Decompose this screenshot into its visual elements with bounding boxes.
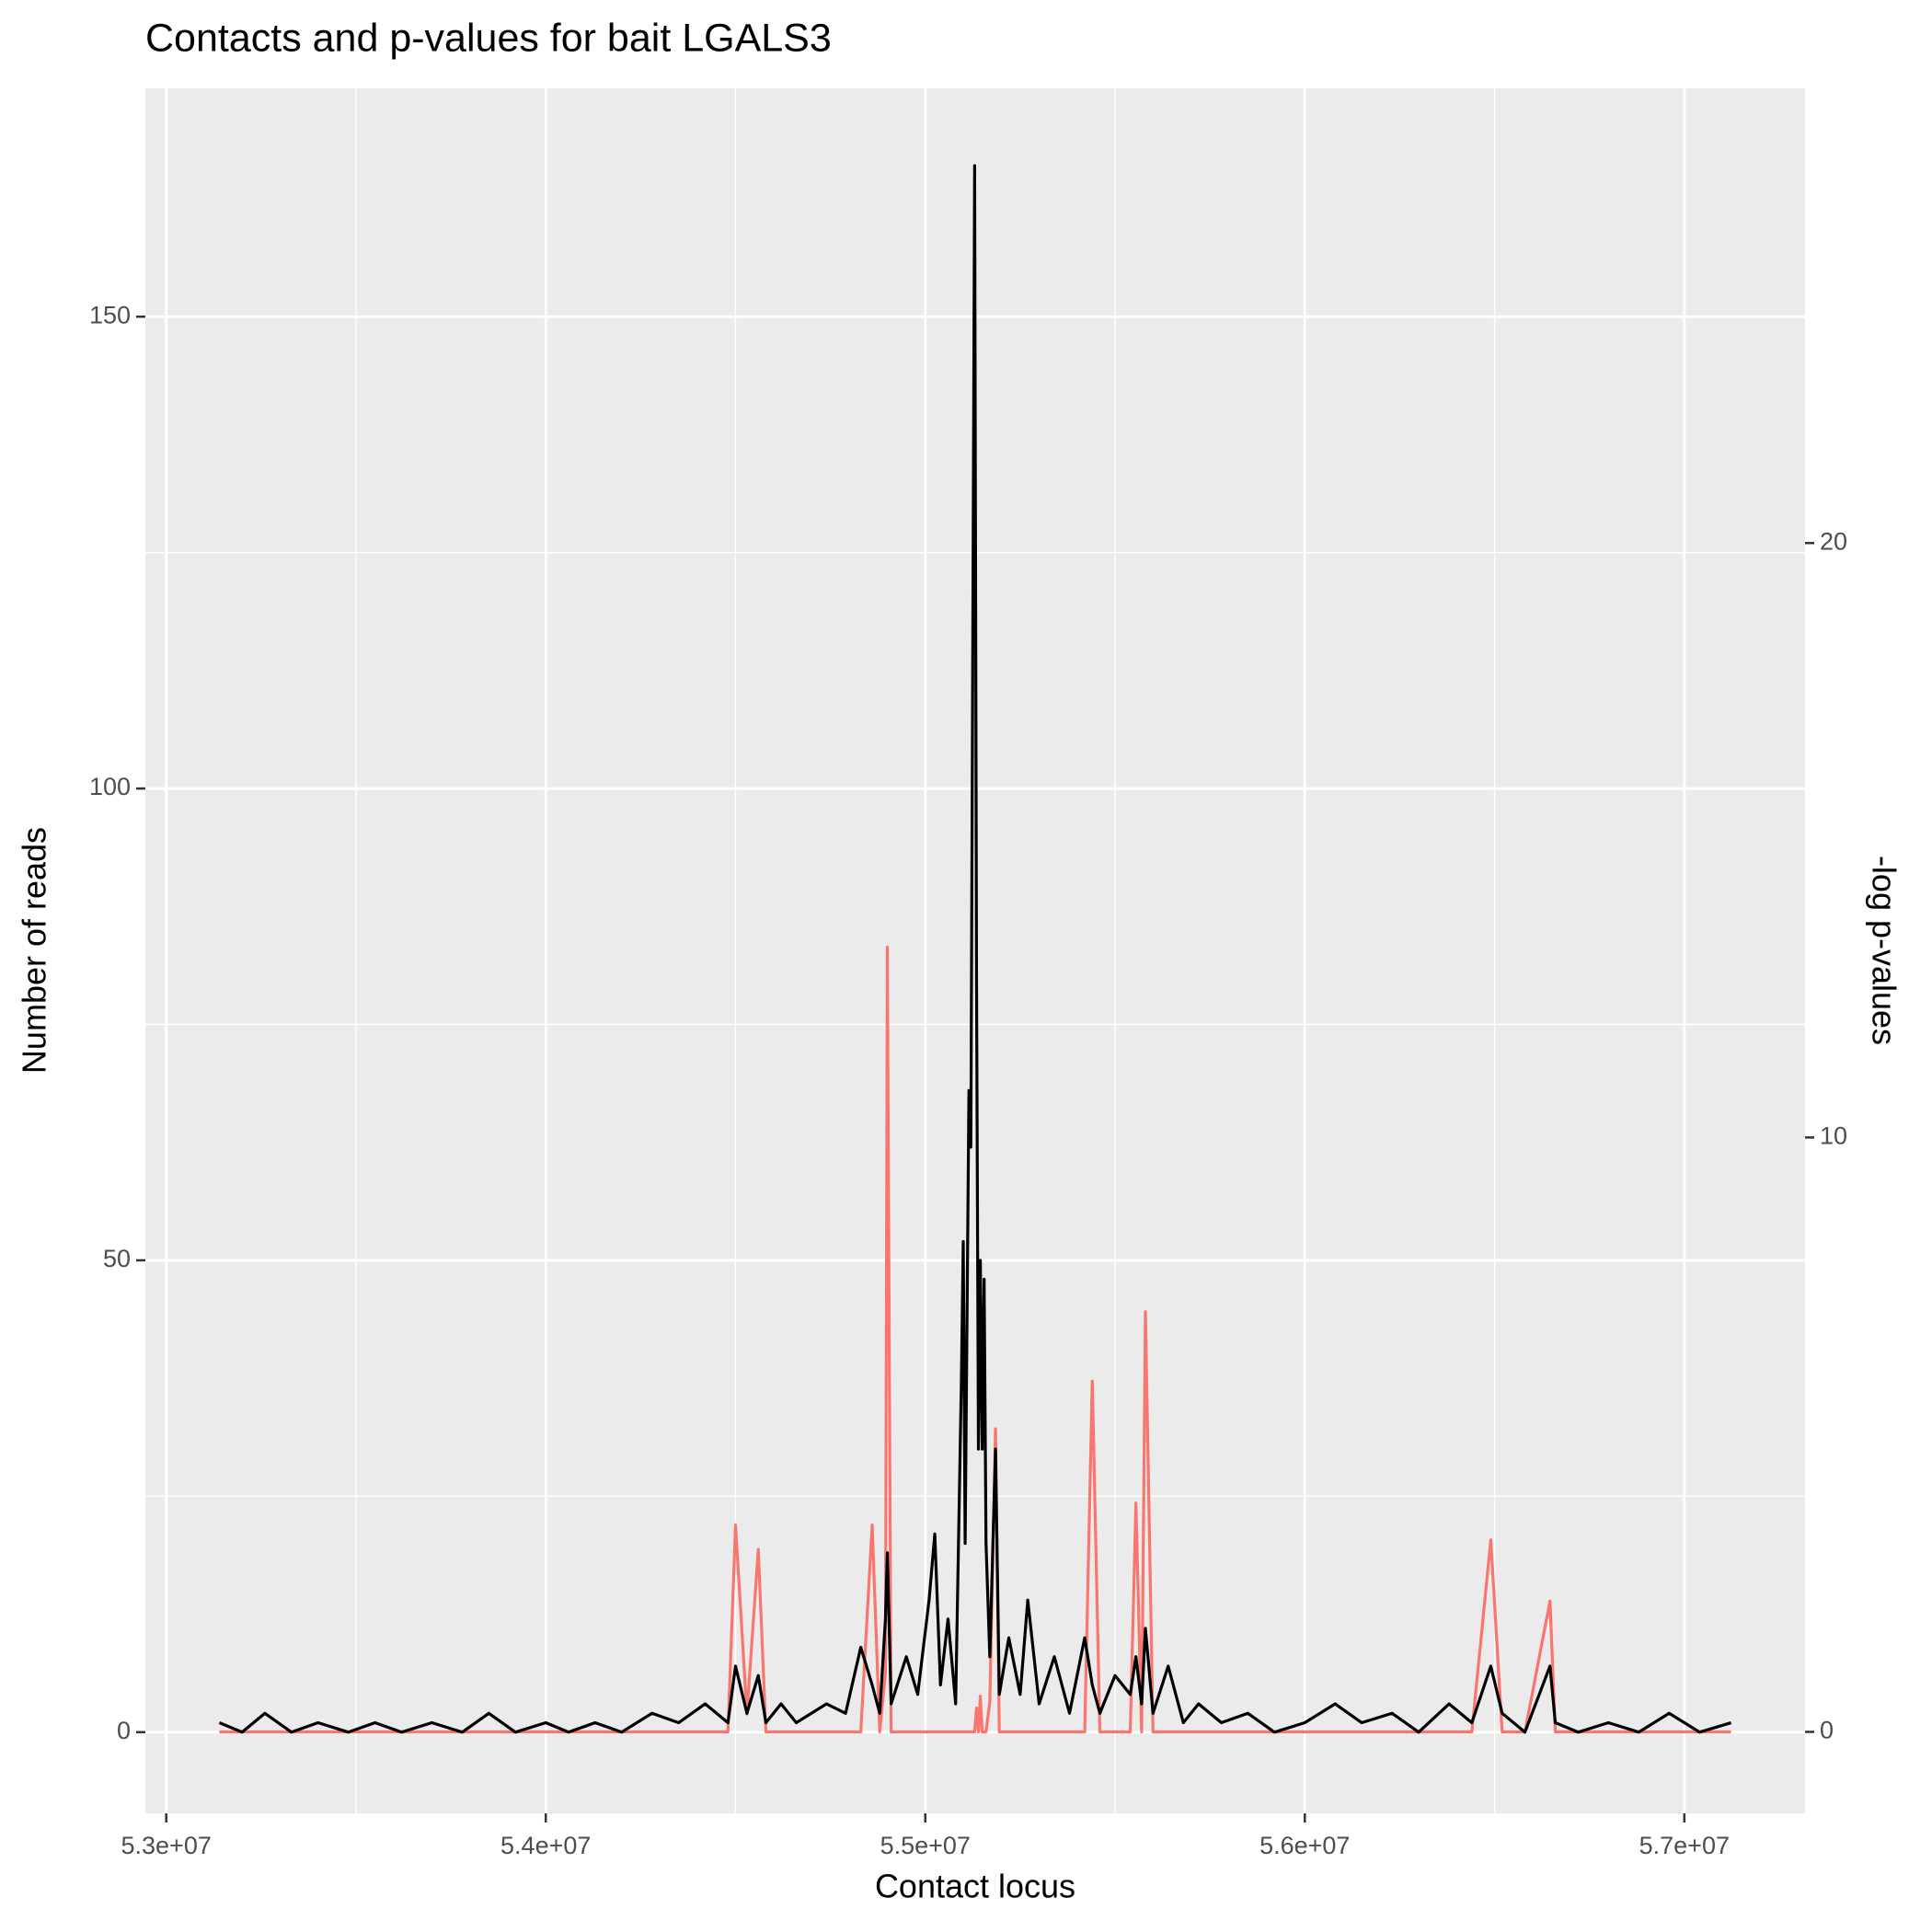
series-line [218, 164, 1732, 1734]
x-tick-label: 5.6e+07 [1259, 1832, 1350, 1859]
x-tick-label: 5.7e+07 [1639, 1832, 1730, 1859]
y2-axis-title: -log p-values [1865, 856, 1903, 1045]
y-tick-label: 100 [89, 773, 131, 800]
y2-tick-label: 10 [1820, 1122, 1847, 1150]
series-line [219, 946, 1731, 1734]
y-tick-label: 0 [117, 1717, 131, 1744]
x-tick-label: 5.5e+07 [880, 1832, 971, 1859]
x-axis-title: Contact locus [875, 1868, 1075, 1905]
y-axis-title: Number of reads [16, 827, 53, 1074]
x-tick-label: 5.3e+07 [121, 1832, 212, 1859]
lines [218, 164, 1732, 1734]
y2-tick-label: 20 [1820, 527, 1847, 555]
y-tick-label: 50 [103, 1245, 131, 1272]
y-tick-label: 150 [89, 301, 131, 328]
x-tick-label: 5.4e+07 [500, 1832, 591, 1859]
y2-tick-label: 0 [1820, 1717, 1834, 1744]
chart-title: Contacts and p-values for bait LGALS3 [145, 16, 832, 60]
